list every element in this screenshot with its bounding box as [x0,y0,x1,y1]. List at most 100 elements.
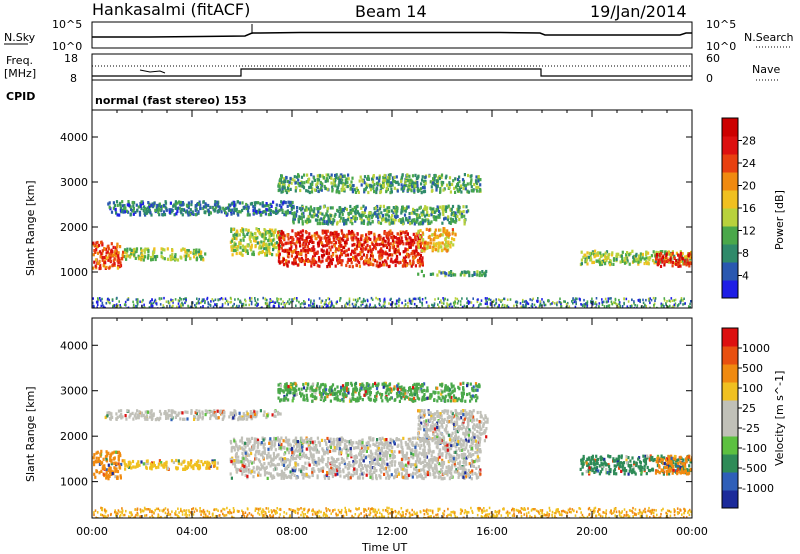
velocity-noise-cell [676,511,679,514]
power-cell [317,256,321,260]
power-cell [294,189,297,193]
power-noise-cell [606,300,608,304]
power-cell [419,241,422,245]
power-cell [314,236,317,240]
power-cell [408,216,411,220]
power-cell [351,187,354,192]
power-cell [171,249,174,253]
power-cell [423,183,426,187]
power-cell [657,259,660,263]
velocity-noise-cell [511,507,514,511]
power-cell [254,232,257,236]
power-cell [309,235,312,239]
velocity-noise-cell [653,516,656,518]
power-cell [410,221,413,225]
power-noise-cell [308,298,310,301]
power-cell [125,209,128,213]
power-cell [410,189,413,193]
power-noise-cell [162,306,165,308]
power-noise-cell [572,298,574,302]
power-noise-cell [445,305,448,308]
power-cell [353,233,356,237]
power-cell [152,255,155,259]
power-cell [287,260,290,264]
power-noise-cell [656,306,658,308]
power-cell [355,247,358,251]
power-cbar-tick-label: 20 [742,180,756,193]
power-cell [360,213,363,217]
power-noise-cell [327,297,329,300]
velocity-noise-cell [419,510,422,514]
power-cell [194,208,197,212]
power-cell [326,265,329,269]
power-cell [307,180,310,184]
power-noise-cell [214,303,217,307]
velocity-noise-cell [178,516,181,518]
nsky-tick-bottom: 10^0 [52,40,82,53]
freq-label-1: Freq. [6,54,33,67]
power-cell [317,207,320,211]
power-cell [412,210,415,214]
power-cell [301,229,304,233]
power-cell [362,242,365,247]
power-cell [131,200,134,205]
power-cell [254,209,258,214]
power-cell [448,176,452,180]
power-cell [675,259,678,263]
power-cell [341,174,344,178]
power-noise-cell [372,306,374,308]
power-cell [349,187,352,191]
power-cell [283,180,286,184]
power-cell [629,251,632,256]
power-cell [435,208,438,212]
power-ytick-label: 1000 [60,266,88,279]
velocity-noise-cell [411,513,414,516]
power-cell [374,258,377,263]
power-cell [180,248,183,252]
power-cell [635,258,638,262]
power-cell [280,246,283,250]
power-cell [637,262,640,266]
power-cell [93,260,96,264]
power-cell [390,216,393,220]
velocity-noise-cell [632,506,634,510]
velocity-noise-cell [199,507,201,510]
power-cell [325,258,329,262]
power-cbar-segment [722,226,738,245]
velocity-noise-cell [257,511,259,515]
power-cell [129,247,132,251]
power-noise-cell [583,303,585,306]
power-cell [398,242,401,246]
power-noise-cell [677,304,679,307]
power-cell [304,244,307,248]
power-cell [625,260,628,265]
power-noise-cell [172,304,174,308]
power-cell [99,255,102,259]
power-cell [360,234,363,238]
velocity-noise-cell [679,508,681,511]
power-cell [392,206,395,210]
velocity-noise-cell [100,506,102,510]
power-noise-cell [352,298,355,301]
power-cell [98,250,102,254]
velocity-noise-cell [651,511,654,514]
power-cell [207,208,210,212]
velocity-noise-cell [224,514,226,517]
power-cell [669,260,672,264]
power-cell [380,211,383,215]
power-cell [588,251,591,255]
power-cell [354,214,357,218]
power-cell [174,253,177,257]
power-cell [479,183,482,187]
power-cell [242,228,245,232]
velocity-noise-cell [452,510,455,514]
power-cell [140,200,143,204]
power-cell [190,203,193,207]
power-cbar-segment [722,190,738,209]
power-noise-cell [467,302,470,305]
power-cell [109,256,112,260]
power-cell [348,230,351,235]
power-cell [678,260,681,264]
power-noise-cell [446,302,448,305]
power-cell [330,173,333,177]
